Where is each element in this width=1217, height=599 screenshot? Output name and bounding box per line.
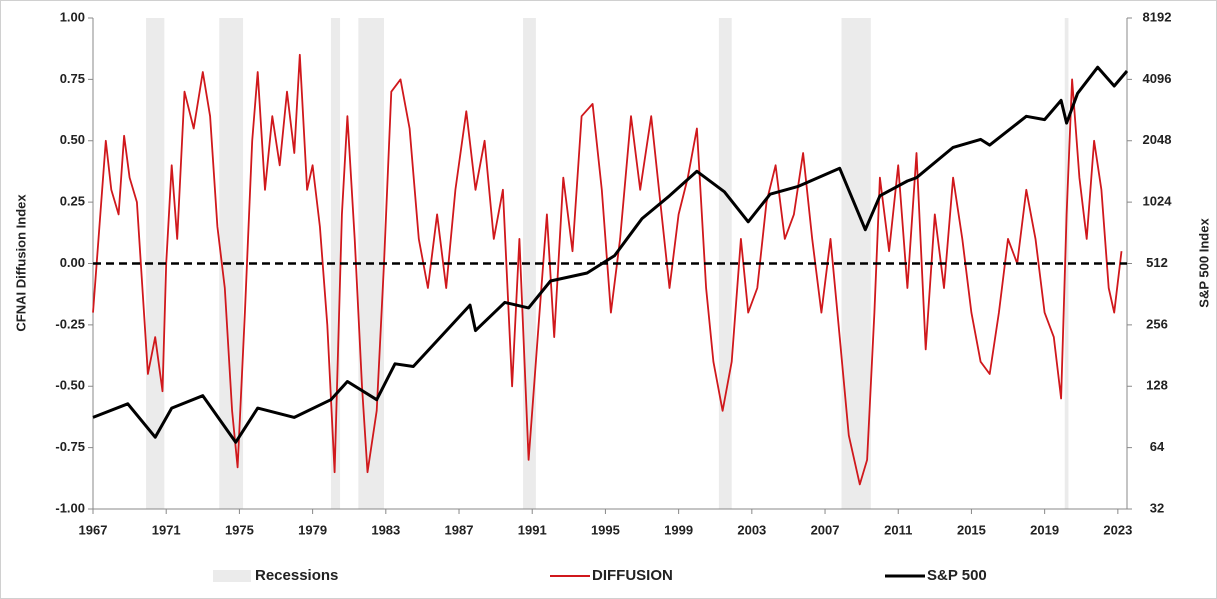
x-tick-label: 2023 [1103, 522, 1132, 537]
x-tick-label: 1995 [591, 522, 620, 537]
x-tick-label: 1979 [298, 522, 327, 537]
y2-tick-label: 2048 [1143, 132, 1172, 147]
recession-band [718, 18, 732, 509]
x-tick-label: 2003 [737, 522, 766, 537]
legend-label: Recessions [255, 567, 338, 584]
y2-axis-label: S&P 500 Index [1196, 218, 1211, 308]
y-axis-label: CFNAI Diffusion Index [13, 194, 28, 332]
y-tick-label: 0.25 [60, 194, 85, 209]
x-tick-label: 2007 [811, 522, 840, 537]
recession-band [146, 18, 165, 509]
y2-tick-label: 8192 [1143, 9, 1172, 24]
y2-tick-label: 64 [1150, 439, 1165, 454]
series-line [92, 65, 1129, 444]
y-tick-label: -0.25 [55, 316, 85, 331]
x-tick-label: 1991 [518, 522, 547, 537]
x-tick-label: 2019 [1030, 522, 1059, 537]
series-line [92, 53, 1123, 486]
y-tick-label: -1.00 [55, 500, 85, 515]
legend-label: DIFFUSION [592, 567, 673, 584]
y-tick-label: -0.75 [55, 439, 85, 454]
y2-tick-label: 1024 [1143, 194, 1173, 209]
y2-tick-label: 128 [1146, 378, 1168, 393]
x-tick-label: 1967 [79, 522, 108, 537]
y-tick-label: 0.50 [60, 132, 85, 147]
recession-band [219, 18, 244, 509]
x-tick-label: 1999 [664, 522, 693, 537]
x-tick-label: 1971 [152, 522, 181, 537]
y2-tick-label: 256 [1146, 316, 1168, 331]
legend-label: S&P 500 [927, 567, 987, 584]
legend-swatch [213, 570, 251, 582]
x-tick-label: 1983 [371, 522, 400, 537]
y2-tick-label: 32 [1150, 500, 1164, 515]
y-tick-label: 0.75 [60, 71, 85, 86]
x-tick-label: 2015 [957, 522, 986, 537]
y2-tick-label: 4096 [1143, 71, 1172, 86]
x-tick-label: 2011 [884, 522, 912, 537]
x-tick-label: 1987 [445, 522, 474, 537]
y-tick-label: 0.00 [60, 255, 85, 270]
x-tick-label: 1975 [225, 522, 254, 537]
y2-tick-label: 512 [1146, 255, 1168, 270]
y-tick-label: 1.00 [60, 9, 85, 24]
recession-band [1064, 18, 1069, 509]
recession-band [330, 18, 341, 509]
y-tick-label: -0.50 [55, 378, 85, 393]
